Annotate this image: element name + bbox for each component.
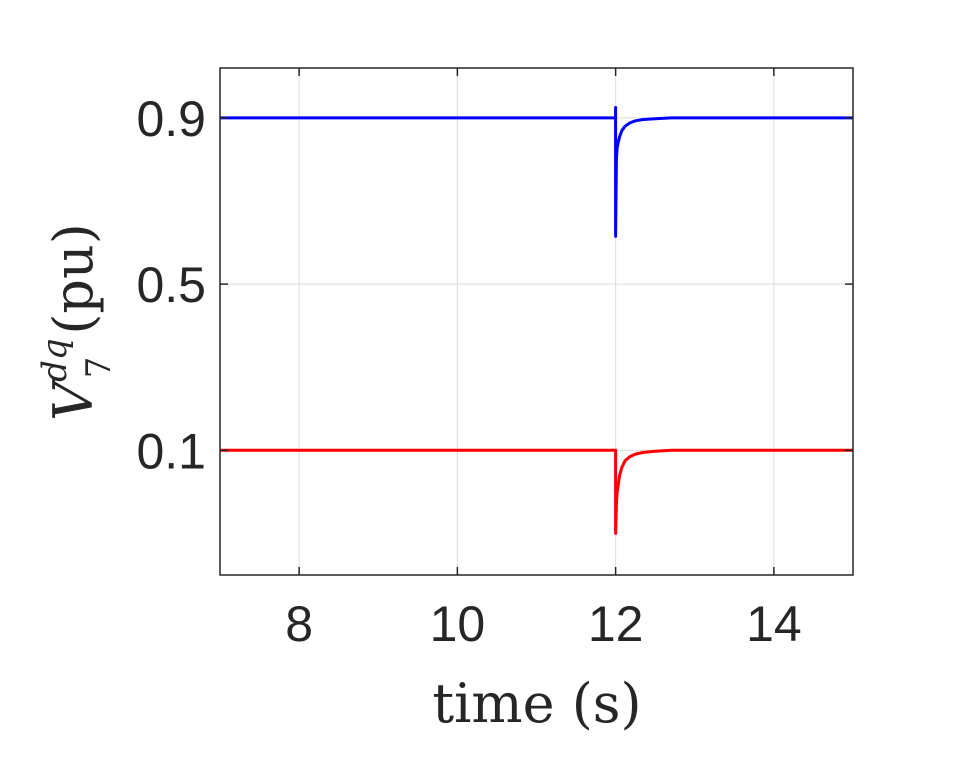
axis-ticks: [220, 68, 853, 575]
y-tick-label: 0.9: [136, 91, 206, 147]
plot-frame: [219, 67, 854, 576]
y-label-subscript: 7: [79, 357, 119, 379]
x-tick-label: 8: [285, 596, 313, 652]
y-label-unit: (pu): [42, 223, 105, 334]
series-line-2: [220, 448, 853, 535]
y-tick-labels: 0.1 0.5 0.9: [136, 91, 206, 479]
y-label-superscript: dq: [35, 338, 75, 382]
x-tick-label: 14: [746, 596, 802, 652]
grid: [220, 68, 853, 575]
y-axis-label: Vdq 7 (pu): [35, 223, 119, 421]
y-tick-label: 0.1: [136, 423, 206, 479]
x-axis-label: time (s): [432, 672, 641, 735]
x-tick-labels: 8 10 12 14: [285, 596, 801, 652]
x-tick-label: 12: [588, 596, 644, 652]
series-lines: [220, 106, 853, 535]
y-label-symbol: V: [42, 377, 105, 421]
y-tick-label: 0.5: [136, 257, 206, 313]
x-tick-label: 10: [430, 596, 486, 652]
series-line-1: [220, 106, 853, 238]
